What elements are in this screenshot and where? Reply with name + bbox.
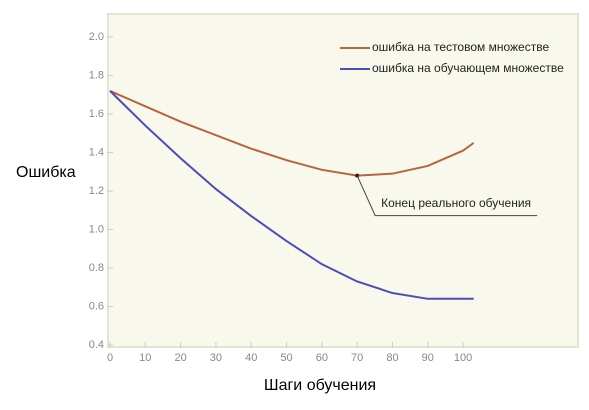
annotation-text: Конец реального обучения	[381, 196, 531, 210]
series-line	[109, 89, 475, 177]
x-tick-label: 100	[454, 352, 472, 364]
x-tick-label: 40	[245, 352, 257, 364]
y-tick-label: 1.0	[89, 223, 104, 235]
annotation-leader	[356, 175, 538, 217]
y-tick-label: 1.6	[89, 108, 104, 120]
x-tick-label: 0	[107, 352, 113, 364]
legend-label: ошибка на тестовом множестве	[372, 40, 549, 54]
y-tick-label: 0.6	[89, 300, 104, 312]
x-tick-label: 60	[316, 352, 328, 364]
x-tick-label: 70	[351, 352, 363, 364]
y-tick-label: 0.8	[89, 262, 104, 274]
x-tick-label: 10	[139, 352, 151, 364]
y-tick-label: 2.0	[89, 31, 104, 43]
x-axis-label: Шаги обучения	[264, 377, 376, 394]
x-tick-label: 50	[280, 352, 292, 364]
x-tick-label: 30	[210, 352, 222, 364]
series-line	[109, 90, 474, 300]
x-tick-label: 90	[422, 352, 434, 364]
y-axis-label: Ошибка	[16, 164, 76, 181]
y-tick-label: 1.4	[89, 146, 104, 158]
y-tick-label: 1.8	[89, 69, 104, 81]
x-tick-label: 80	[386, 352, 398, 364]
y-tick-label: 0.4	[89, 339, 104, 351]
x-tick-label: 20	[174, 352, 186, 364]
legend-label: ошибка на обучающем множестве	[372, 61, 564, 75]
y-tick-label: 1.2	[89, 185, 104, 197]
